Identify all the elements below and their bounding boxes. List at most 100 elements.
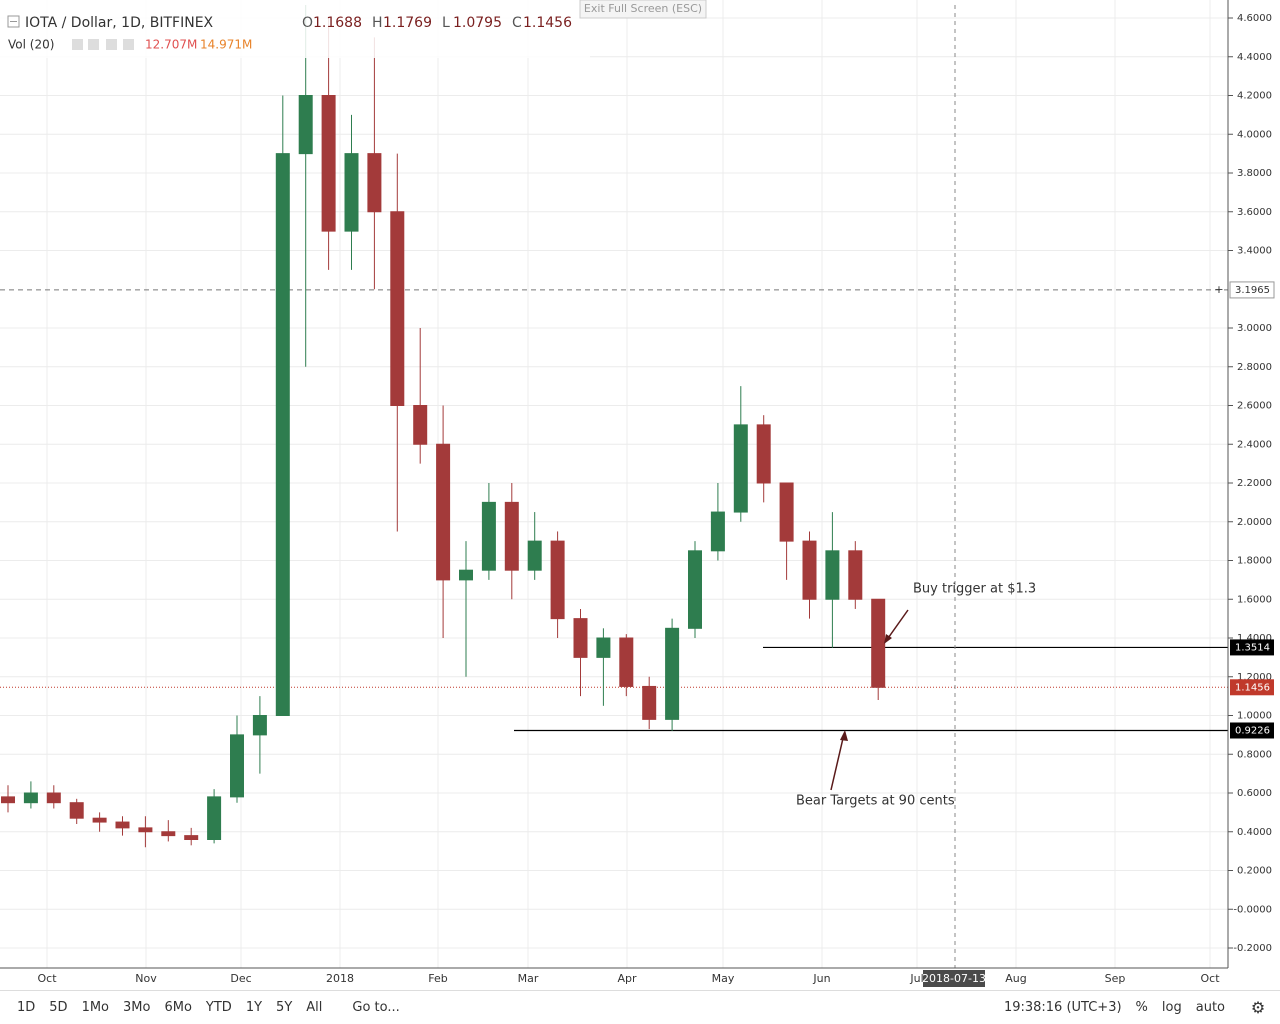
x-tick-label: Aug	[1005, 972, 1026, 985]
range-button[interactable]: YTD	[205, 1000, 232, 1015]
levels	[0, 289, 1228, 732]
candle-body	[504, 501, 519, 571]
exit-fullscreen-label: Exit Full Screen (ESC)	[584, 2, 702, 15]
x-tick-label: Jun	[812, 972, 830, 985]
candle-body	[92, 817, 107, 823]
ohlc-key: O	[302, 15, 313, 31]
candle-body	[275, 153, 290, 716]
y-tick-label: -0.0000	[1233, 904, 1272, 915]
ohlc-value: 1.1688	[313, 15, 362, 31]
y-tick-label: 1.6000	[1237, 594, 1272, 605]
ohlc-value: 1.1456	[523, 15, 572, 31]
scale-option[interactable]: %	[1135, 1000, 1148, 1015]
range-button[interactable]: 5D	[49, 1000, 68, 1015]
range-button[interactable]: 1Mo	[81, 1000, 110, 1015]
y-tick-label: 4.0000	[1237, 129, 1272, 140]
y-tick-label: 3.0000	[1237, 323, 1272, 334]
candle-body	[871, 598, 886, 688]
candle-body	[527, 540, 542, 571]
ohlc-value: 1.1769	[383, 15, 432, 31]
y-tick-label: 4.6000	[1237, 13, 1272, 24]
arrow-head	[884, 634, 892, 644]
candle-body	[161, 831, 176, 837]
x-tick-label: Nov	[135, 972, 157, 985]
volume-ma: 14.971M	[200, 38, 252, 52]
x-tick-label: Sep	[1105, 972, 1126, 985]
candle-body	[69, 802, 84, 819]
annotation: Buy trigger at $1.3	[913, 582, 1036, 597]
range-button[interactable]: 3Mo	[123, 1000, 151, 1015]
icon[interactable]	[72, 39, 83, 50]
ohlc-value: 1.0795	[453, 15, 502, 31]
volume-value: 12.707M	[145, 38, 197, 52]
scale-option[interactable]: auto	[1195, 1000, 1225, 1015]
range-button[interactable]: 1Y	[245, 1000, 263, 1015]
level-label-box	[1230, 679, 1274, 696]
candle-body	[436, 443, 451, 581]
icon[interactable]	[88, 39, 99, 50]
level-label: 1.1456	[1235, 682, 1270, 693]
x-tick-label: 2018	[326, 972, 354, 985]
candle-body	[1, 796, 15, 804]
candle-body	[779, 482, 794, 542]
candle-body	[688, 550, 702, 629]
arrow	[885, 609, 909, 642]
y-tick-label: 0.8000	[1237, 749, 1272, 760]
icon[interactable]	[123, 39, 134, 50]
y-tick-label: 2.2000	[1237, 478, 1272, 489]
range-button[interactable]: 5Y	[276, 1000, 293, 1015]
goto[interactable]: Go to...	[352, 1000, 400, 1015]
x-tick-label: Apr	[617, 972, 637, 985]
x-tick-label: May	[712, 972, 735, 985]
candle-body	[115, 821, 130, 829]
level-plus: +	[1214, 283, 1223, 296]
symbol: IOTA / Dollar, 1D, BITFINEX	[25, 15, 214, 31]
collapse-icon[interactable]	[7, 15, 20, 28]
candle-body	[230, 734, 244, 798]
range-button[interactable]: 1D	[17, 1000, 36, 1015]
candle-body	[481, 501, 496, 571]
settings[interactable]: ⚙	[1250, 998, 1266, 1017]
candle-body	[23, 792, 38, 804]
candle-body	[596, 637, 611, 658]
candle-body	[390, 211, 405, 406]
candle-body	[665, 627, 680, 720]
crosshair-date: 2018-07-13	[922, 972, 986, 985]
x-tick-label: Feb	[428, 972, 447, 985]
candle-body	[848, 550, 863, 600]
y-tick-label: 2.4000	[1237, 439, 1272, 450]
x-tick-label: Dec	[230, 972, 251, 985]
range-button[interactable]: 6Mo	[164, 1000, 192, 1015]
level-label: 0.9226	[1235, 725, 1270, 736]
exit-fullscreen[interactable]	[579, 0, 707, 19]
x-tick-label: Mar	[518, 972, 539, 985]
scale-option[interactable]: log	[1161, 1000, 1182, 1015]
grid	[0, 0, 1228, 968]
candle-body	[459, 569, 473, 581]
x-tick-label: Oct	[1200, 972, 1220, 985]
candle-body	[252, 715, 267, 736]
candle-body	[802, 540, 817, 600]
toolbar: 1D 5D 1Mo 3Mo 6Mo YTD 1Y 5Y All Go to... 19:38:1…	[0, 990, 1280, 1024]
clock: 19:38:16 (UTC+3)	[1003, 1000, 1122, 1015]
y-tick-label: 2.0000	[1237, 517, 1272, 528]
candle-body	[733, 424, 748, 513]
level-label-box	[1230, 639, 1274, 656]
annotation-arrows	[830, 609, 909, 791]
arrow-head	[840, 730, 848, 741]
y-tick-label: 4.2000	[1237, 91, 1272, 102]
icon[interactable]	[106, 39, 117, 50]
ohlc-key: H	[372, 15, 383, 31]
volume-label: Vol (20)	[8, 38, 54, 52]
range-button[interactable]: All	[306, 1000, 323, 1015]
y-tick-label: 0.6000	[1237, 788, 1272, 799]
ohlc-key: C	[512, 15, 522, 31]
y-tick-label: 1.0000	[1237, 711, 1272, 722]
candle-body	[367, 153, 382, 213]
y-tick-label: 3.6000	[1237, 207, 1272, 218]
level-label-box	[1229, 281, 1275, 299]
level-label: 1.3514	[1235, 642, 1270, 653]
y-tick-label: 1.4000	[1237, 633, 1272, 644]
candles	[1, 5, 886, 848]
